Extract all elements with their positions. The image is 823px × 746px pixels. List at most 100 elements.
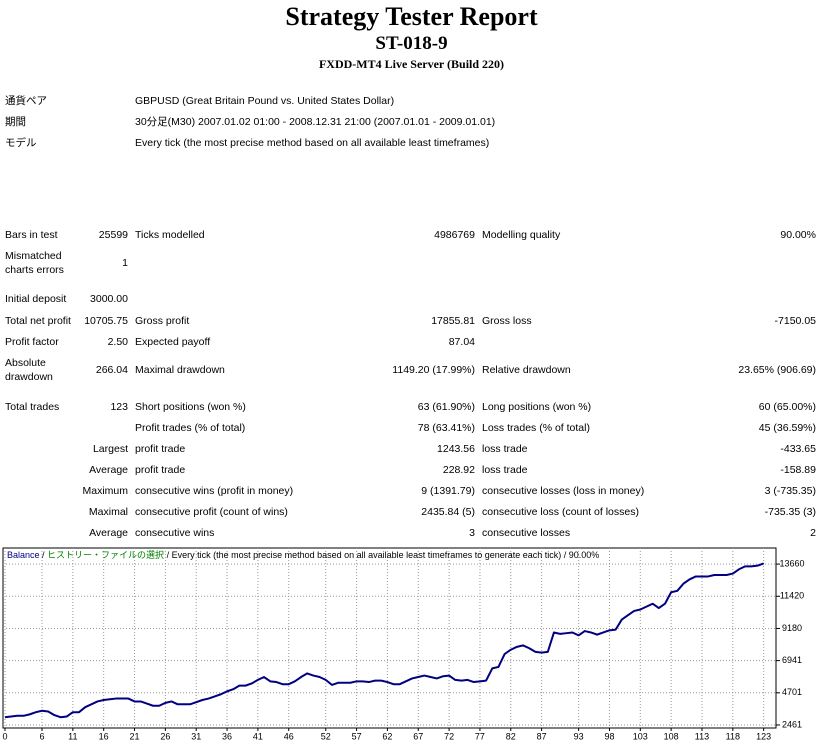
stat-label: consecutive wins (profit in money) [135,485,294,497]
stat-value: 228.92 [442,464,475,476]
legend: Balance / ヒストリー・ファイルの選択 / Every tick (th… [7,549,599,560]
stat-value: 9 (1391.79) [421,485,475,497]
x-tick-label: 98 [604,731,614,741]
stat-label: Maximal drawdown [135,364,225,376]
stat-value: 2435.84 (5) [421,506,475,518]
stat-label: loss trade [482,443,528,455]
stat-label: Gross loss [482,315,532,327]
stat-label: Bars in test [5,229,58,241]
stat-value: 17855.81 [431,315,475,327]
stat-label: Total net profit [5,315,71,327]
stat-value: 63 (61.90%) [417,401,475,413]
x-tick-label: 62 [382,731,392,741]
x-tick-label: 21 [130,731,140,741]
x-tick-label: 67 [413,731,423,741]
x-tick-label: 26 [160,731,170,741]
stat-value: 45 (36.59%) [758,422,816,434]
y-tick-label: 6941 [782,655,802,665]
report-subtitle: ST-018-9 [375,33,448,54]
x-tick-label: 11 [68,731,77,741]
stat-value: Average [89,464,128,476]
stat-value: Maximum [82,485,128,497]
stat-value: 1243.56 [437,443,475,455]
stat-label: Initial deposit [5,293,67,305]
y-tick-label: 11420 [780,591,804,601]
stat-value: 3 [469,527,475,539]
x-tick-label: 57 [352,731,362,741]
stat-label: consecutive losses (loss in money) [482,485,645,497]
stat-value: Largest [92,443,128,455]
stat-label: Total trades [5,401,60,413]
info-label: 期間 [5,116,26,128]
stat-label: consecutive profit (count of wins) [135,506,288,518]
stat-label: Expected payoff [135,336,211,348]
stat-value: 10705.75 [84,315,128,327]
x-tick-label: 16 [99,731,109,741]
stat-value: 90.00% [780,229,816,241]
stat-label: consecutive loss (count of losses) [482,506,639,518]
x-tick-label: 31 [191,731,201,741]
stat-value: 60 (65.00%) [758,401,816,413]
stat-value: 87.04 [448,336,475,348]
plot-area [2,547,777,729]
legend-text: ヒストリー・ファイルの選択 [47,549,164,560]
x-tick-label: 52 [321,731,331,741]
stat-label: Profit trades (% of total) [135,422,246,434]
stat-value: -433.65 [780,443,816,455]
stat-label: Profit factor [5,336,59,348]
x-tick-label: 93 [574,731,584,741]
stat-value: Maximal [88,506,128,518]
stat-value: 3 (-735.35) [764,485,816,497]
legend-series: Balance [7,550,40,560]
stat-value: 123 [110,401,128,413]
stat-label: Gross profit [135,315,190,327]
stat-value: -7150.05 [774,315,816,327]
report-title: Strategy Tester Report [285,2,538,31]
x-tick-label: 77 [475,731,485,741]
x-tick-label: 123 [756,731,771,741]
info-value: 30分足(M30) 2007.01.02 01:00 - 2008.12.31 … [135,116,496,128]
stat-label: Ticks modelled [135,229,205,241]
stat-value: -158.89 [780,464,816,476]
stat-value: 1 [122,257,128,269]
stat-value: 23.65% (906.69) [738,364,816,376]
stat-value: 25599 [98,229,128,241]
info-value: Every tick (the most precise method base… [135,137,490,149]
stat-value: 4986769 [434,229,475,241]
stat-value: -735.35 (3) [764,506,816,518]
x-tick-label: 41 [253,731,263,741]
x-tick-label: 6 [40,731,45,741]
x-tick-label: 87 [537,731,547,741]
x-tick-label: 0 [2,731,7,741]
stat-label: Absolute drawdown [5,357,53,383]
stat-label: consecutive losses [482,527,571,539]
stat-label: loss trade [482,464,528,476]
y-tick-label: 4701 [782,687,802,697]
x-tick-label: 113 [695,731,709,741]
server-name: FXDD-MT4 Live Server (Build 220) [318,57,505,71]
balance-line [4,562,765,719]
stat-value: 78 (63.41%) [417,422,475,434]
info-label: モデル [5,137,37,149]
x-tick-label: 103 [633,731,648,741]
x-tick-label: 82 [506,731,516,741]
stat-value: 266.04 [95,364,128,376]
x-tick-label: 36 [222,731,232,741]
stat-label: Modelling quality [482,229,561,241]
balance-chart: 2461 4701 6941 9180 11420 13660 0 6 11 16 21 26 31 36… [2,547,805,741]
x-tick-label: 118 [726,731,740,741]
x-tick-label: 72 [444,731,454,741]
y-tick-label: 9180 [782,623,802,633]
stat-label: Mismatched charts errors [5,250,64,276]
stat-label: profit trade [135,443,186,455]
stat-label: profit trade [135,464,186,476]
stat-value: 2 [810,527,816,539]
x-tick-label: 46 [284,731,294,741]
x-tick-label: 108 [664,731,679,741]
info-value: GBPUSD (Great Britain Pound vs. United S… [135,95,395,107]
stat-value: 3000.00 [90,293,128,305]
legend-text: / Every tick (the most precise method ba… [164,550,599,560]
info-label: 通貨ペア [5,95,47,107]
stat-label: Loss trades (% of total) [482,422,590,434]
